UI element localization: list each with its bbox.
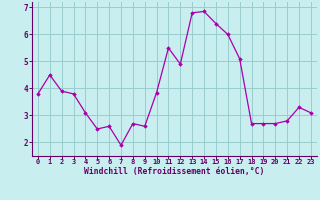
X-axis label: Windchill (Refroidissement éolien,°C): Windchill (Refroidissement éolien,°C) (84, 167, 265, 176)
